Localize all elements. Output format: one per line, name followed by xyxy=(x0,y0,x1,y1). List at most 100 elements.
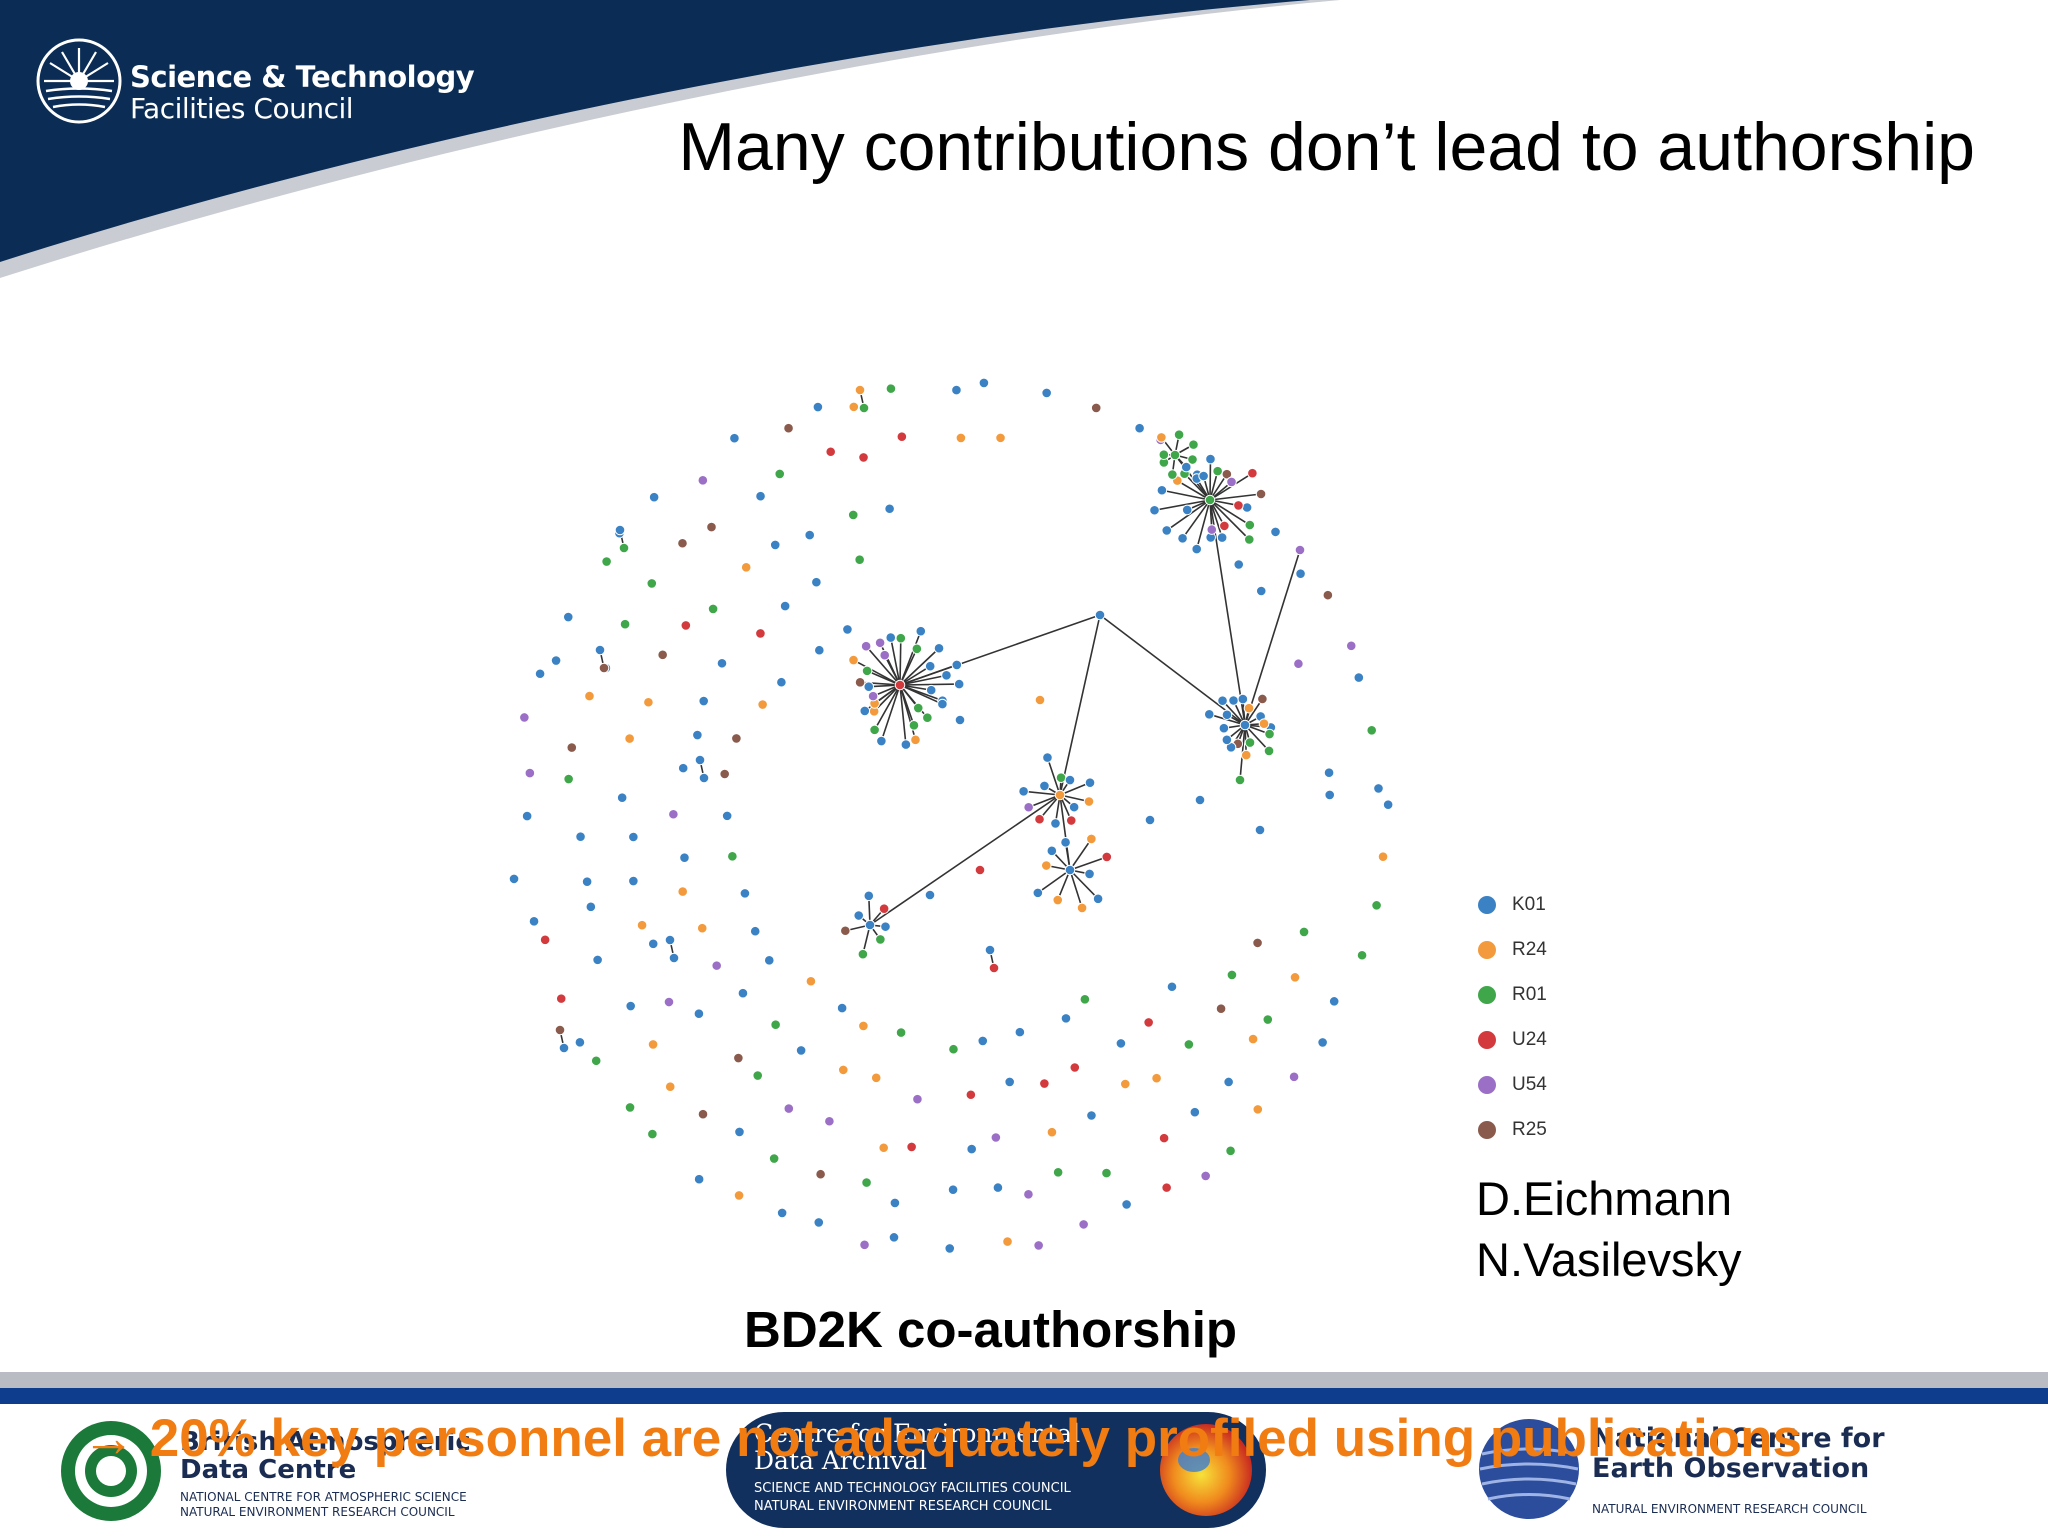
network-node xyxy=(677,537,688,549)
network-node xyxy=(739,888,751,899)
network-edge xyxy=(869,794,1061,926)
footer-rule-blue xyxy=(0,1388,2048,1404)
network-edge xyxy=(1056,869,1071,901)
network-edge xyxy=(1244,724,1270,752)
footer-rule xyxy=(0,1372,2048,1388)
network-node xyxy=(1055,772,1067,784)
stfc-logo xyxy=(36,38,122,124)
network-node xyxy=(1046,1126,1058,1138)
network-node xyxy=(861,665,873,677)
network-node xyxy=(867,690,879,702)
network-node xyxy=(1294,544,1306,556)
network-node xyxy=(1223,1076,1234,1088)
network-node xyxy=(978,377,990,389)
network-node xyxy=(757,699,768,710)
network-node xyxy=(1033,1240,1044,1251)
network-node xyxy=(811,576,822,588)
network-edge xyxy=(899,648,918,686)
network-node xyxy=(1084,777,1096,788)
network-node xyxy=(848,654,859,666)
network-node xyxy=(1084,868,1095,880)
header-band xyxy=(0,0,1340,278)
network-node xyxy=(1161,525,1173,536)
network-node xyxy=(1221,709,1233,721)
network-node xyxy=(1323,767,1335,779)
network-node xyxy=(539,934,551,946)
network-node xyxy=(1161,1182,1172,1193)
network-node xyxy=(1039,780,1050,792)
network-node xyxy=(1247,1033,1259,1045)
org-name: Science & Technology Facilities Council xyxy=(130,62,475,125)
network-edge xyxy=(1181,499,1211,539)
network-node xyxy=(954,714,966,726)
nceo-globe-icon xyxy=(1479,1419,1579,1519)
network-node xyxy=(1023,801,1034,813)
network-node xyxy=(1050,818,1061,829)
network-node xyxy=(857,948,869,960)
network-node xyxy=(951,659,963,671)
network-node xyxy=(1234,774,1246,786)
legend-swatch xyxy=(1478,985,1496,1004)
network-node xyxy=(870,1072,882,1084)
network-node xyxy=(1204,494,1216,506)
partner-nceo: National Centre for Earth Observation NA… xyxy=(1474,1414,1954,1530)
network-node xyxy=(1243,702,1255,714)
network-node xyxy=(508,873,520,885)
network-node xyxy=(1069,1062,1081,1073)
network-node xyxy=(1092,893,1104,905)
network-node xyxy=(1187,454,1198,465)
network-node xyxy=(885,383,897,394)
network-node xyxy=(1239,719,1251,731)
network-node xyxy=(1134,422,1145,434)
figure-caption: BD2K co-authorship xyxy=(744,1301,1238,1358)
network-node xyxy=(858,402,870,414)
network-node xyxy=(1191,543,1203,555)
network-node xyxy=(1144,814,1156,826)
network-node xyxy=(1270,526,1281,538)
network-node xyxy=(647,938,659,950)
network-edge xyxy=(880,684,901,742)
network-node xyxy=(755,490,766,502)
network-node xyxy=(1143,1017,1154,1028)
network-node xyxy=(1014,1026,1026,1038)
network-node xyxy=(592,954,603,966)
network-node xyxy=(668,808,679,820)
network-node xyxy=(1233,559,1245,570)
network-node xyxy=(1042,752,1053,763)
network-node xyxy=(693,1008,705,1020)
badc-name-line1: British Atmospheric xyxy=(180,1427,471,1457)
badc-name-line2: Data Centre xyxy=(180,1455,357,1485)
network-node xyxy=(912,1093,923,1105)
network-node xyxy=(698,695,709,707)
network-node xyxy=(814,644,825,656)
legend-swatch xyxy=(1478,1030,1496,1049)
network-node xyxy=(1255,585,1267,597)
network-node xyxy=(566,742,578,753)
network-node xyxy=(965,1089,977,1101)
network-node xyxy=(768,1153,780,1164)
network-node xyxy=(776,1207,788,1219)
network-node xyxy=(647,1039,659,1050)
network-edge xyxy=(899,647,940,686)
network-node xyxy=(854,384,866,396)
network-node xyxy=(697,475,709,486)
network-node xyxy=(619,618,631,630)
network-node xyxy=(624,1102,636,1113)
network-node xyxy=(1244,519,1256,531)
network-node xyxy=(974,864,986,876)
network-node xyxy=(1060,837,1071,848)
network-edge xyxy=(899,664,958,686)
network-node xyxy=(646,578,658,589)
badc-sub1: NATIONAL CENTRE FOR ATMOSPHERIC SCIENCE xyxy=(180,1490,467,1504)
network-node xyxy=(664,1081,676,1093)
network-node xyxy=(524,767,536,779)
ceda-name-line2: Data Archival xyxy=(754,1446,927,1475)
network-node xyxy=(1158,1132,1170,1144)
badc-sub2: NATURAL ENVIRONMENT RESEARCH COUNCIL xyxy=(180,1505,455,1519)
network-node xyxy=(716,657,728,669)
network-node xyxy=(915,625,927,637)
network-node xyxy=(574,1037,586,1048)
network-node xyxy=(734,1126,745,1138)
network-node xyxy=(1189,1106,1201,1118)
network-node xyxy=(1221,734,1233,746)
